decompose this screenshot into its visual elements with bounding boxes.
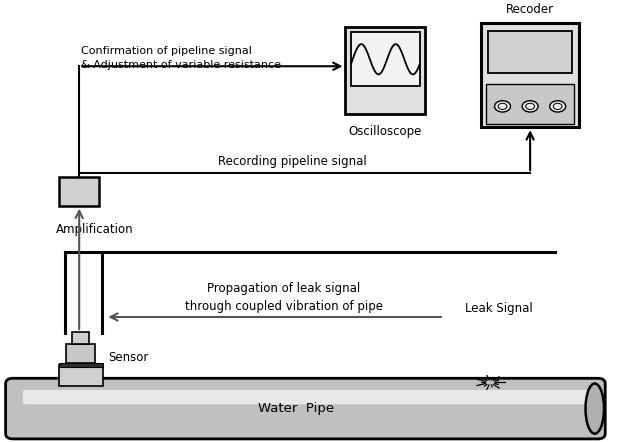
Bar xyxy=(59,362,103,367)
Bar xyxy=(481,23,579,127)
Text: Recoder: Recoder xyxy=(506,3,554,16)
Bar xyxy=(346,27,426,114)
Bar xyxy=(59,365,103,386)
Circle shape xyxy=(495,101,510,112)
Text: Sensor: Sensor xyxy=(109,351,149,364)
Bar xyxy=(72,332,89,344)
Bar xyxy=(488,31,572,73)
Text: Amplification: Amplification xyxy=(56,223,134,236)
Bar xyxy=(59,177,99,206)
Text: Propagation of leak signal
through coupled vibration of pipe: Propagation of leak signal through coupl… xyxy=(185,282,383,313)
Text: Recording pipeline signal: Recording pipeline signal xyxy=(218,155,366,168)
Ellipse shape xyxy=(586,384,604,434)
Circle shape xyxy=(522,101,538,112)
Text: Oscilloscope: Oscilloscope xyxy=(349,125,422,138)
FancyBboxPatch shape xyxy=(23,390,588,404)
Bar xyxy=(351,32,420,86)
Text: Water  Pipe: Water Pipe xyxy=(258,402,334,415)
Circle shape xyxy=(550,101,566,112)
Text: Leak Signal: Leak Signal xyxy=(465,302,533,315)
Text: Confirmation of pipeline signal
& Adjustment of variable resistance: Confirmation of pipeline signal & Adjust… xyxy=(81,46,281,69)
Bar xyxy=(486,84,574,124)
FancyBboxPatch shape xyxy=(6,378,605,439)
Bar xyxy=(66,344,96,362)
